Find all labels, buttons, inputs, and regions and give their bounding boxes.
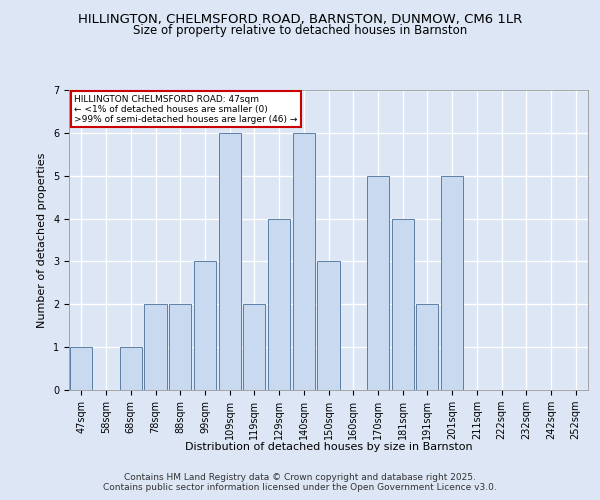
- Bar: [441, 176, 463, 390]
- Bar: [218, 133, 241, 390]
- Bar: [268, 218, 290, 390]
- Text: HILLINGTON, CHELMSFORD ROAD, BARNSTON, DUNMOW, CM6 1LR: HILLINGTON, CHELMSFORD ROAD, BARNSTON, D…: [78, 12, 522, 26]
- Bar: [367, 176, 389, 390]
- Bar: [416, 304, 439, 390]
- Bar: [317, 262, 340, 390]
- Text: Distribution of detached houses by size in Barnston: Distribution of detached houses by size …: [185, 442, 473, 452]
- Y-axis label: Number of detached properties: Number of detached properties: [37, 152, 47, 328]
- Bar: [145, 304, 167, 390]
- Bar: [119, 347, 142, 390]
- Bar: [243, 304, 265, 390]
- Bar: [169, 304, 191, 390]
- Text: HILLINGTON CHELMSFORD ROAD: 47sqm
← <1% of detached houses are smaller (0)
>99% : HILLINGTON CHELMSFORD ROAD: 47sqm ← <1% …: [74, 94, 298, 124]
- Text: Size of property relative to detached houses in Barnston: Size of property relative to detached ho…: [133, 24, 467, 37]
- Bar: [70, 347, 92, 390]
- Text: Contains HM Land Registry data © Crown copyright and database right 2025.
Contai: Contains HM Land Registry data © Crown c…: [103, 472, 497, 492]
- Bar: [293, 133, 315, 390]
- Bar: [194, 262, 216, 390]
- Bar: [392, 218, 414, 390]
